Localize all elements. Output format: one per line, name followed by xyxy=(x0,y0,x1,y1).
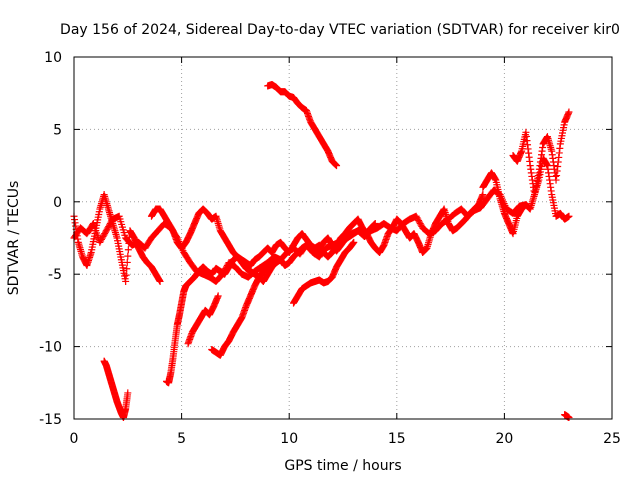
data-point xyxy=(371,220,379,228)
y-axis-ticks: 10 5 0 -5 -10 -15 xyxy=(39,50,612,428)
data-point xyxy=(565,212,573,220)
y-tick-label: 5 xyxy=(53,122,62,138)
series-trace-l xyxy=(561,411,573,422)
plot-frame xyxy=(73,56,613,420)
series-trace-e xyxy=(184,292,222,348)
y-tick-label: 10 xyxy=(44,50,62,66)
x-tick-label: 20 xyxy=(495,431,513,447)
data-point xyxy=(123,258,131,266)
data-point xyxy=(565,414,573,422)
x-axis-ticks: 0 5 10 15 20 25 xyxy=(70,57,621,447)
x-tick-label: 0 xyxy=(70,431,79,447)
series-trace-g xyxy=(264,81,341,170)
x-tick-label: 25 xyxy=(603,431,621,447)
x-tick-label: 10 xyxy=(280,431,298,447)
series-trace-j xyxy=(479,154,573,238)
series-trace-k xyxy=(509,108,573,199)
y-tick-label: -15 xyxy=(39,412,62,428)
data-point xyxy=(350,238,358,246)
series-trace-f xyxy=(208,256,276,359)
data-point xyxy=(479,191,487,199)
y-tick-label: -10 xyxy=(39,340,62,356)
data-point xyxy=(122,277,130,285)
data-point xyxy=(565,108,573,116)
y-axis-label: SDTVAR / TECUs xyxy=(6,181,22,296)
grid-lines xyxy=(74,57,612,419)
data-point xyxy=(124,246,132,254)
data-points xyxy=(70,81,573,422)
data-point xyxy=(333,162,341,170)
data-point xyxy=(214,292,222,300)
series-trace-d xyxy=(163,220,379,387)
data-point xyxy=(268,256,276,264)
data-point xyxy=(124,252,132,260)
series-trace-h xyxy=(100,357,132,422)
y-tick-label: 0 xyxy=(53,195,62,211)
data-point xyxy=(123,265,131,273)
data-point xyxy=(124,389,132,397)
x-tick-label: 15 xyxy=(388,431,406,447)
x-axis-label: GPS time / hours xyxy=(284,458,401,474)
series-trace-i xyxy=(290,238,358,307)
x-tick-label: 5 xyxy=(177,431,186,447)
chart-title: Day 156 of 2024, Sidereal Day-to-day VTE… xyxy=(60,22,620,38)
data-point xyxy=(125,239,133,247)
series-trace-b xyxy=(70,191,164,285)
y-tick-label: -5 xyxy=(48,267,62,283)
data-point xyxy=(156,277,164,285)
data-point xyxy=(122,271,130,279)
